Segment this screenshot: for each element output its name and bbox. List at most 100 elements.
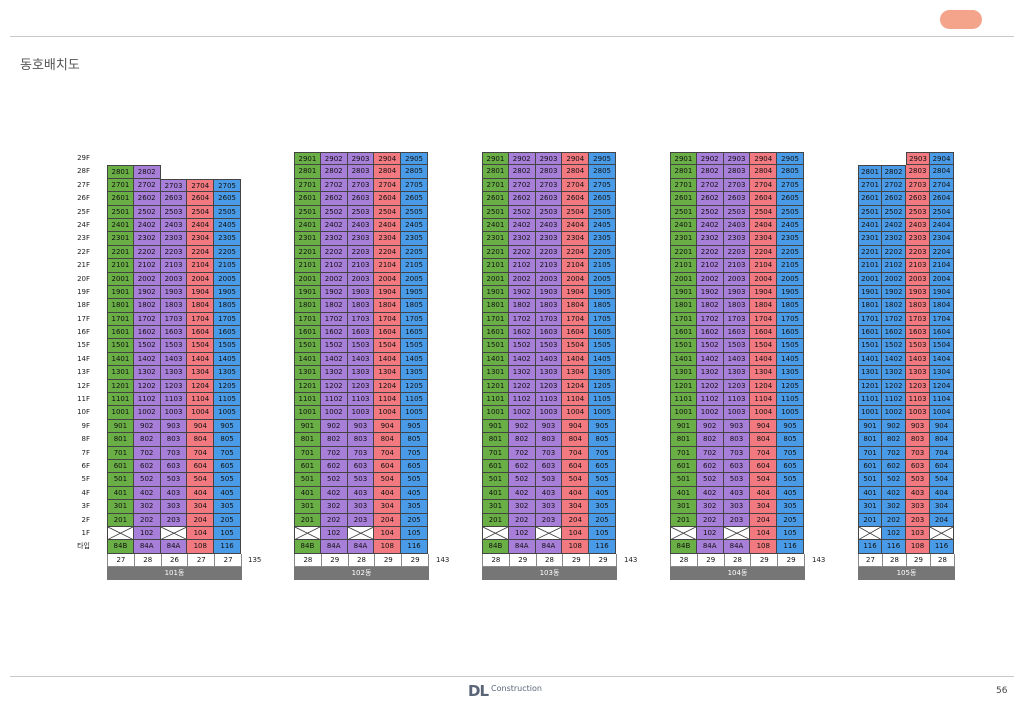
- unit-cell: 2701: [670, 178, 697, 193]
- empty-cell: [187, 152, 214, 165]
- unit-cell: 1403: [723, 352, 751, 367]
- empty-cell: [187, 165, 214, 178]
- unit-cell: 2703: [535, 178, 563, 193]
- unit-cell: 2204: [374, 245, 402, 260]
- type-cell: 116: [214, 540, 241, 554]
- type-cell: 116: [858, 540, 882, 554]
- unit-cell: 2201: [107, 245, 134, 260]
- floor-label: 15F: [77, 341, 90, 350]
- unit-cell: 1701: [107, 312, 134, 327]
- type-cell: 108: [374, 540, 402, 554]
- unit-cell: 2304: [374, 232, 402, 246]
- unit-cell: 901: [858, 419, 882, 434]
- unit-cell: 1303: [160, 366, 188, 380]
- unit-cell: 1505: [214, 339, 241, 353]
- unit-cell: 1404: [750, 352, 778, 367]
- unit-cell: 602: [882, 459, 906, 474]
- type-cell: 84A: [160, 540, 188, 554]
- unit-cell: 303: [160, 500, 188, 514]
- unit-cell: 2704: [930, 178, 954, 193]
- empty-cell: [161, 165, 188, 178]
- unit-cell: 2905: [589, 152, 616, 166]
- unit-cell: 2502: [508, 205, 536, 219]
- unit-cell: 904: [187, 419, 215, 434]
- empty-cell: [107, 152, 134, 165]
- floor-label: 타입: [77, 542, 90, 551]
- unit-cell: 1202: [882, 379, 906, 394]
- unit-cell: 2603: [906, 192, 930, 206]
- unit-cell: 1902: [133, 285, 161, 300]
- brand-badge: [940, 10, 982, 29]
- unit-cell: 902: [320, 419, 348, 434]
- unit-cell: 1603: [160, 326, 188, 340]
- unit-cell: 1904: [187, 285, 215, 300]
- unit-count-cell: 28: [883, 553, 907, 567]
- unit-cell: 1402: [133, 352, 161, 367]
- unit-cell: 2402: [508, 218, 536, 233]
- unit-cell: 1101: [482, 393, 509, 407]
- unit-cell: 805: [401, 433, 428, 447]
- unit-cell: 502: [320, 473, 348, 487]
- unit-cell: 2403: [723, 218, 751, 233]
- unit-cell: 2802: [508, 165, 536, 179]
- unit-cell: 805: [589, 433, 616, 447]
- unit-cell: 2505: [214, 205, 241, 219]
- unit-cell: 404: [750, 486, 778, 501]
- unit-cell: 203: [906, 513, 930, 527]
- unit-cell: 402: [320, 486, 348, 501]
- floor-label: 28F: [77, 167, 90, 176]
- empty-cell: [214, 165, 241, 178]
- unit-cell: 1504: [750, 339, 778, 353]
- type-cell: 108: [750, 540, 778, 554]
- unit-cell: 2102: [696, 259, 724, 273]
- floor-label: 9F: [81, 421, 90, 430]
- building-total: 135: [248, 556, 262, 564]
- unit-cell: 1801: [294, 299, 321, 313]
- header-divider: [10, 36, 1014, 37]
- type-cell: 84A: [320, 540, 348, 554]
- unit-cell: 1902: [320, 285, 348, 300]
- unit-cell: 604: [187, 459, 215, 474]
- unit-cell: 602: [508, 459, 536, 474]
- logo-mark: DL: [468, 682, 489, 700]
- unit-cell: 2601: [858, 192, 882, 206]
- unit-cell: 1104: [750, 393, 778, 407]
- unit-cell: 603: [347, 459, 375, 474]
- unit-cell: 2502: [882, 205, 906, 219]
- unit-cell: 2101: [482, 259, 509, 273]
- floor-label: 21F: [77, 261, 90, 270]
- unit-cell: 2204: [562, 245, 590, 260]
- unit-cell: 2603: [160, 192, 188, 206]
- unit-cell: 1003: [723, 406, 751, 420]
- unit-cell: 1201: [482, 379, 509, 394]
- unit-cell: 1704: [562, 312, 590, 327]
- unit-cell: 2402: [882, 218, 906, 233]
- unit-cell: 2401: [482, 218, 509, 233]
- unit-cell: 1304: [562, 366, 590, 380]
- unit-cell: 2504: [750, 205, 778, 219]
- unit-cell: 1004: [750, 406, 778, 420]
- unit-cell: 304: [930, 500, 954, 514]
- unit-cell: 1404: [562, 352, 590, 367]
- unit-cell: 1103: [535, 393, 563, 407]
- unit-cell: 802: [133, 433, 161, 447]
- unit-cell: 2501: [482, 205, 509, 219]
- floor-label: 11F: [77, 395, 90, 404]
- unit-cell: 2101: [670, 259, 697, 273]
- unit-cell: 2405: [777, 218, 804, 233]
- unit-count-cell: 27: [108, 553, 135, 567]
- unit-cell: 2703: [906, 178, 930, 193]
- type-cell: 84A: [133, 540, 161, 554]
- unit-cell: 804: [562, 433, 590, 447]
- unit-cell: 1102: [882, 393, 906, 407]
- unit-cell: 2003: [160, 272, 188, 286]
- unit-cell: 701: [670, 446, 697, 460]
- unit-cell: 2001: [294, 272, 321, 286]
- building-name: 102동: [294, 566, 429, 580]
- unit-cell: 1102: [696, 393, 724, 407]
- type-cell: 84A: [723, 540, 751, 554]
- unit-cell: 1805: [401, 299, 428, 313]
- unit-cell: 1805: [214, 299, 241, 313]
- unit-count-cell: 27: [215, 553, 242, 567]
- unit-cell: 2401: [294, 218, 321, 233]
